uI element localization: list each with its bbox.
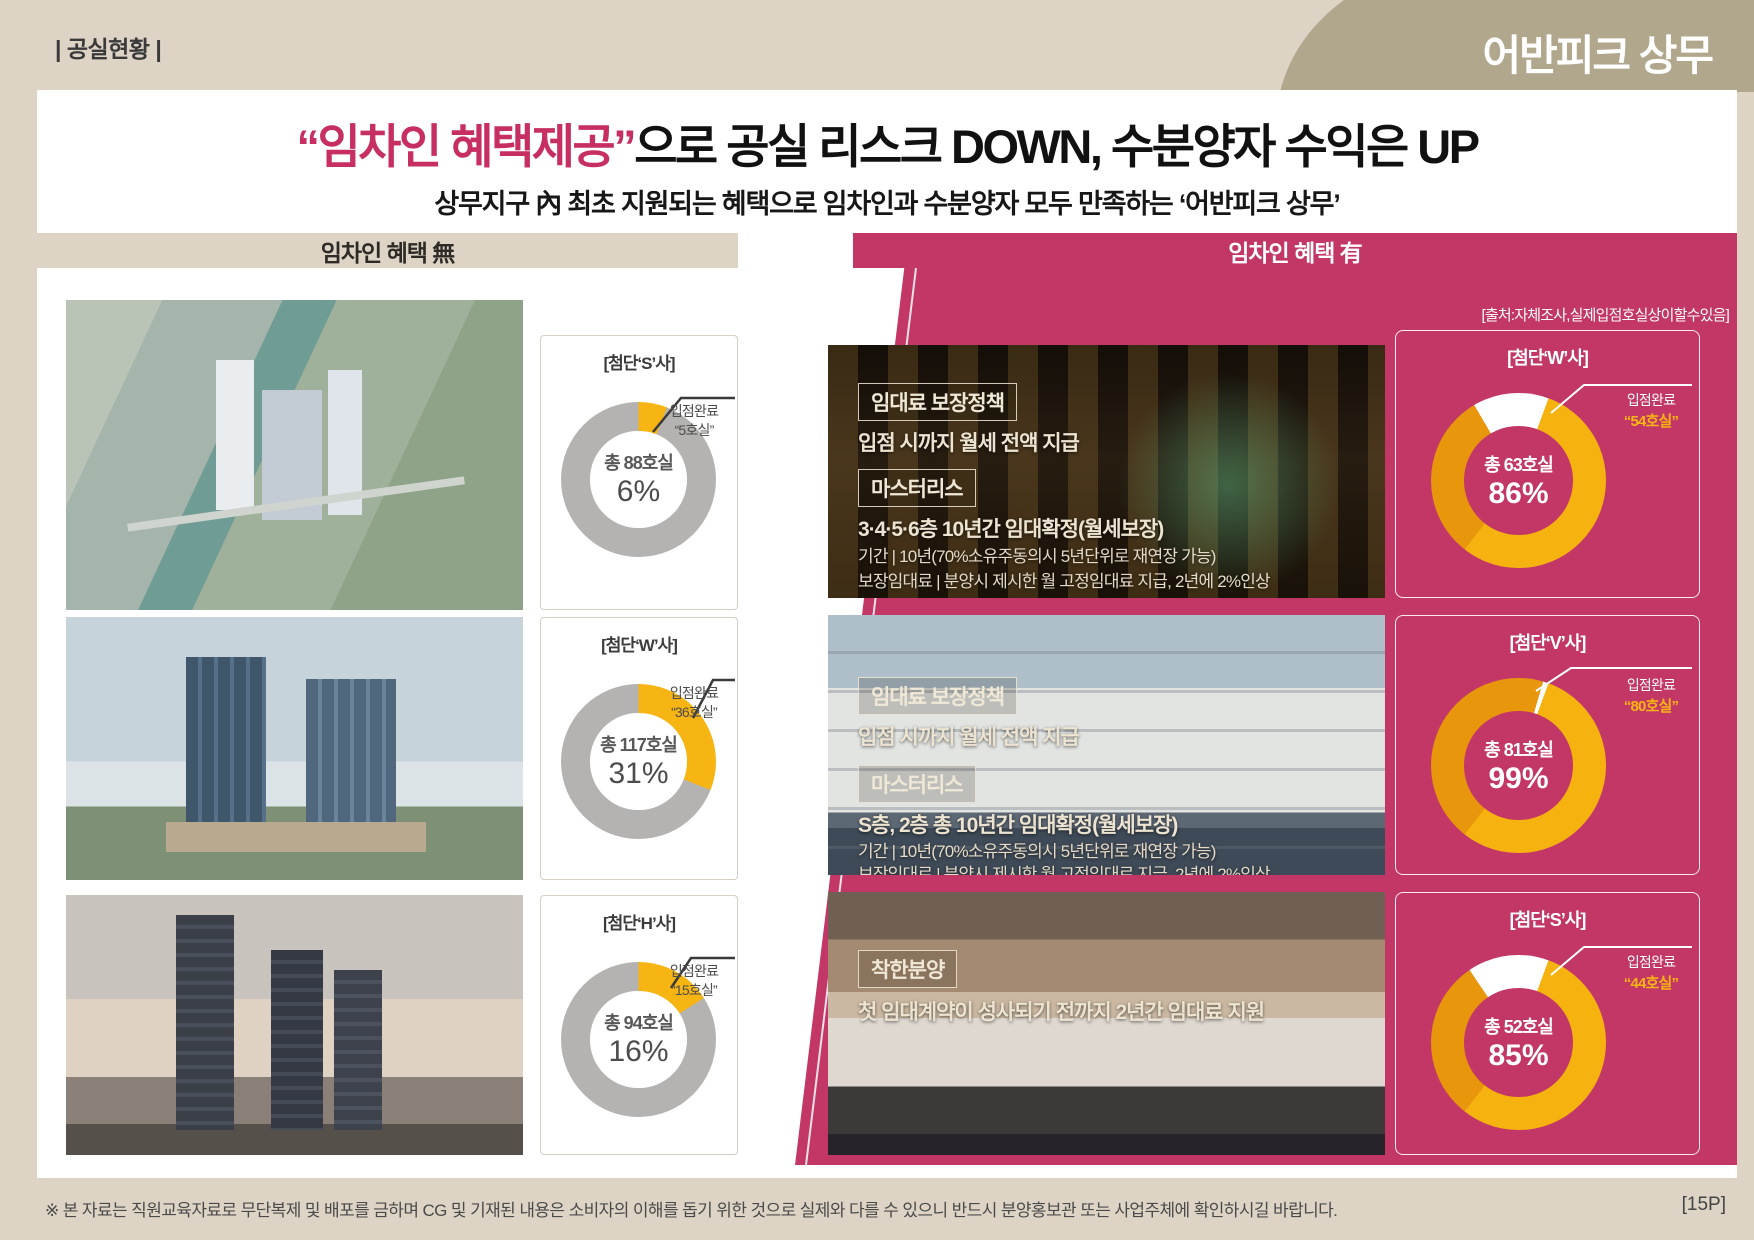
- right-photo-white-building: 임대료 보장정책 입점 시까지 월세 전액 지급 마스터리스 S층, 2층 총 …: [828, 615, 1385, 875]
- donut-total: 총 94호실: [604, 1013, 674, 1034]
- chart-card-s-benefit: [첨단‘S’사] 총 52호실 85% 입점완료 “44호실”: [1395, 892, 1700, 1155]
- donut-percent: 31%: [608, 757, 669, 791]
- page-subtitle: 상무지구 內 최초 지원되는 혜택으로 임차인과 수분양자 모두 만족하는 ‘어…: [434, 189, 1340, 219]
- detail-line: 보장임대료 | 분양시 제시한 월 고정임대료 지급, 2년에 2%인상: [858, 865, 1271, 875]
- left-photo-residential-towers: [66, 895, 523, 1155]
- policy-tag: 임대료 보장정책: [858, 383, 1018, 421]
- building-shape: [216, 360, 254, 510]
- callout-label: 입점완료 “80호실”: [1607, 676, 1695, 717]
- detail-line: 보장임대료 | 분양시 제시한 월 고정임대료 지급, 2년에 2%인상: [858, 572, 1271, 591]
- page-number: [15P]: [1681, 1194, 1726, 1215]
- main-panel: “임차인 혜택제공”으로 공실 리스크 DOWN, 수분양자 수익은 UP 상무…: [37, 90, 1737, 1178]
- detail-line: 기간 | 10년(70%소유주동의시 5년단위로 재연장 가능): [858, 547, 1216, 566]
- footer-disclaimer: ※ 본 자료는 직원교육자료로 무단복제 및 배포를 금하며 CG 및 기재된 …: [45, 1201, 1338, 1220]
- donut-percent: 86%: [1488, 476, 1549, 510]
- fair-sale-tag: 착한분양: [858, 950, 958, 988]
- page-title-rest: 으로 공실 리스크 DOWN, 수분양자 수익은 UP: [634, 120, 1480, 173]
- masterlease-line: S층, 2층 총 10년간 임대확정(월세보장): [858, 814, 1178, 837]
- chart-card-title: [첨단‘W’사]: [601, 636, 678, 655]
- building-shape: [334, 970, 382, 1130]
- chart-card-title: [첨단‘S’사]: [1509, 910, 1587, 930]
- callout-label-text: 입점완료: [1626, 954, 1676, 970]
- building-shape: [176, 915, 234, 1130]
- chart-card-v-benefit: [첨단‘V’사] 총 81호실 99% 입점완료 “80호실”: [1395, 615, 1700, 875]
- donut-total: 총 52호실: [1484, 1016, 1554, 1037]
- callout-label-value: “54호실”: [1623, 412, 1679, 430]
- callout-label: 입점완료 “15호실”: [653, 962, 735, 1000]
- donut-chart: 총 63호실 86%: [1431, 393, 1606, 568]
- donut-center: 총 94호실 16%: [590, 991, 687, 1088]
- policy-line: 입점 시까지 월세 전액 지급: [858, 726, 1080, 749]
- header-no-benefit: 임차인 혜택 無: [37, 233, 738, 268]
- callout-label-value: “15호실”: [671, 981, 718, 998]
- building-shape: [271, 950, 323, 1130]
- right-photo-night-mall: 임대료 보장정책 입점 시까지 월세 전액 지급 마스터리스 3·4·5·6층 …: [828, 345, 1385, 598]
- chart-card-w: [첨단‘W’사] 총 117호실 31% 입점완료 “36호실”: [540, 617, 738, 880]
- building-shape: [186, 657, 266, 837]
- podium-shape: [166, 822, 426, 852]
- callout-label: 입점완료 “36호실”: [653, 684, 735, 722]
- donut-total: 총 81호실: [1484, 739, 1554, 760]
- donut-total: 총 63호실: [1484, 454, 1554, 475]
- donut-chart: 총 81호실 99%: [1431, 678, 1606, 853]
- chart-card-w-benefit: [첨단‘W’사] 총 63호실 86% 입점완료 “54호실”: [1395, 330, 1700, 598]
- chart-card-h: [첨단‘H’사] 총 94호실 16% 입점완료 “15호실”: [540, 895, 738, 1155]
- callout-label-value: “5호실”: [674, 421, 715, 438]
- policy-line: 입점 시까지 월세 전액 지급: [858, 432, 1080, 455]
- callout-label: 입점완료 “5호실”: [653, 402, 735, 440]
- callout-label-text: 입점완료: [1626, 677, 1676, 693]
- donut-percent: 99%: [1488, 761, 1549, 795]
- donut-percent: 6%: [616, 475, 661, 509]
- callout-label-value: “36호실”: [671, 703, 718, 720]
- callout-label-text: 입점완료: [669, 685, 719, 701]
- building-shape: [306, 679, 396, 837]
- donut-chart: 총 117호실 31%: [561, 684, 716, 839]
- callout-label-text: 입점완료: [669, 403, 719, 419]
- masterlease-tag: 마스터리스: [858, 765, 976, 803]
- source-note: [출처:자체조사,실제입점호실상이할수있음]: [1481, 307, 1730, 324]
- donut-center: 총 88호실 6%: [590, 431, 687, 528]
- callout-label-value: “80호실”: [1623, 697, 1679, 715]
- left-photo-glass-towers: [66, 617, 523, 880]
- page-title: “임차인 혜택제공”으로 공실 리스크 DOWN, 수분양자 수익은 UP: [37, 108, 1737, 177]
- chart-card-s: [첨단‘S’사] 총 88호실 6% 입점완료 “5호실”: [540, 335, 738, 610]
- masterlease-line: 3·4·5·6층 10년간 임대확정(월세보장): [858, 518, 1164, 541]
- callout-label: 입점완료 “44호실”: [1607, 953, 1695, 994]
- callout-label: 입점완료 “54호실”: [1607, 391, 1695, 432]
- donut-center: 총 63호실 86%: [1464, 426, 1573, 535]
- donut-center: 총 81호실 99%: [1464, 711, 1573, 820]
- donut-center: 총 117호실 31%: [590, 713, 687, 810]
- fair-sale-line: 첫 임대계약이 성사되기 전까지 2년간 임대료 지원: [858, 1001, 1265, 1024]
- section-eyebrow: | 공실현황 |: [55, 36, 162, 62]
- policy-tag: 임대료 보장정책: [858, 677, 1018, 715]
- donut-percent: 16%: [608, 1035, 669, 1069]
- chart-card-title: [첨단‘H’사]: [603, 914, 676, 933]
- callout-label-text: 입점완료: [669, 963, 719, 979]
- chart-card-title: [첨단‘S’사]: [603, 354, 675, 373]
- callout-label-value: “44호실”: [1623, 974, 1679, 992]
- left-photo-aerial-city: [66, 300, 523, 610]
- donut-total: 총 117호실: [600, 735, 678, 756]
- logo-background-shape: [1280, 0, 1754, 92]
- donut-percent: 85%: [1488, 1038, 1549, 1072]
- page-title-highlight: “임차인 혜택제공”: [296, 120, 636, 173]
- detail-line: 기간 | 10년(70%소유주동의시 5년단위로 재연장 가능): [858, 842, 1216, 861]
- right-photo-dusk-mall: 착한분양 첫 임대계약이 성사되기 전까지 2년간 임대료 지원: [828, 892, 1385, 1155]
- chart-card-title: [첨단‘W’사]: [1507, 348, 1589, 368]
- donut-chart: 총 52호실 85%: [1431, 955, 1606, 1130]
- donut-total: 총 88호실: [604, 453, 674, 474]
- chart-card-title: [첨단‘V’사]: [1509, 633, 1587, 653]
- brand-logo: 어반피크 상무: [1482, 32, 1714, 79]
- header-benefit: 임차인 혜택 有: [853, 233, 1737, 268]
- masterlease-tag: 마스터리스: [858, 469, 976, 507]
- callout-label-text: 입점완료: [1626, 392, 1676, 408]
- donut-center: 총 52호실 85%: [1464, 988, 1573, 1097]
